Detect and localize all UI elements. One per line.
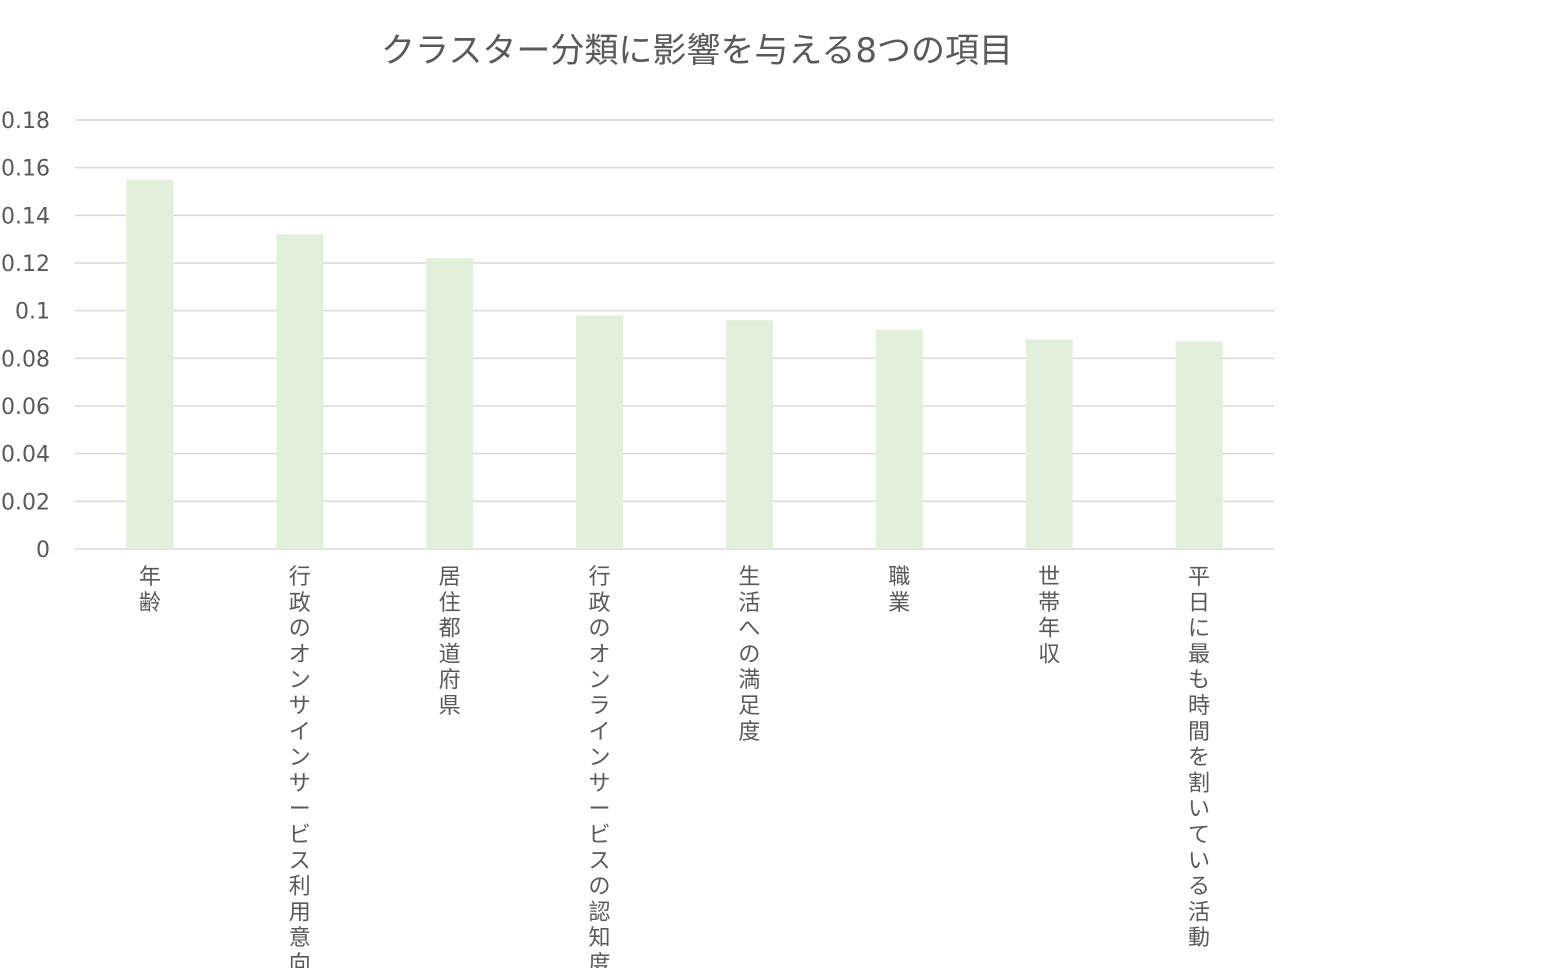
bar — [725, 320, 773, 549]
bar — [576, 315, 624, 549]
y-tick-label: 0.06 — [1, 395, 50, 420]
x-tick-label: 世帯年収 — [1038, 565, 1060, 667]
y-axis: 0 0.02 0.04 0.06 0.08 0.1 0.12 0.14 0.16 0.18 — [1, 109, 50, 563]
bar — [426, 258, 474, 549]
bar — [1175, 341, 1223, 549]
y-tick-label: 0.14 — [1, 204, 50, 229]
x-tick-label: 職業 — [888, 565, 910, 616]
bars — [126, 179, 1223, 550]
x-tick-label: 平日に最も時間を割いている活動 — [1188, 565, 1210, 951]
x-tick-label: 年齢 — [139, 565, 161, 616]
y-tick-label: 0.18 — [1, 109, 50, 134]
chart-title: クラスター分類に影響を与える8つの項目 — [381, 31, 1013, 71]
bar — [875, 329, 923, 549]
y-tick-label: 0.04 — [1, 443, 50, 468]
y-tick-label: 0.12 — [1, 252, 50, 277]
y-tick-label: 0.08 — [1, 347, 50, 372]
x-tick-label: 行政のオンサインサービス利用意向 — [289, 565, 311, 968]
gridlines — [75, 119, 1274, 550]
bar — [126, 179, 174, 550]
x-axis: 年齢 行政のオンサインサービス利用意向 居住都道府県 行政のオンラインサービスの認知度… — [139, 565, 1210, 968]
y-tick-label: 0 — [36, 538, 50, 563]
y-tick-label: 0.16 — [1, 157, 50, 182]
x-tick-label: 生活への満足度 — [738, 565, 760, 745]
bar — [276, 234, 324, 549]
x-tick-label: 居住都道府県 — [439, 565, 461, 719]
bar — [1025, 339, 1073, 549]
x-tick-label: 行政のオンラインサービスの認知度 — [589, 565, 611, 968]
y-tick-label: 0.1 — [15, 300, 50, 325]
y-tick-label: 0.02 — [1, 490, 50, 515]
